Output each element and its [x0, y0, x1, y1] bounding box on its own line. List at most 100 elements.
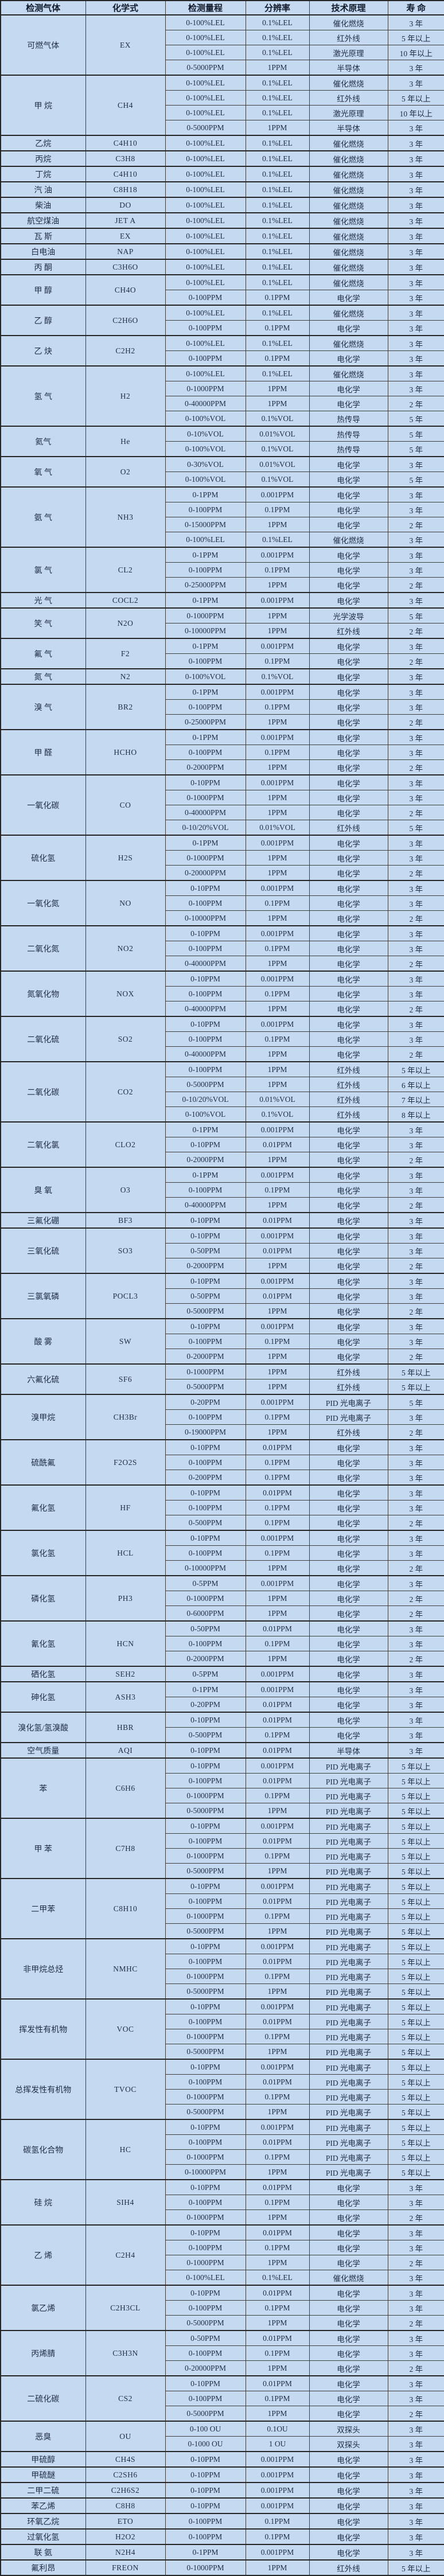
lifespan-cell: 5 年以上	[387, 1848, 444, 1864]
formula-cell: N2H4	[85, 2544, 166, 2561]
lifespan-cell: 5 年以上	[387, 1788, 444, 1803]
table-row: 过氧化氢 H2O2 0-100PPM 0.1PPM 电化学 3 年	[0, 2528, 444, 2545]
table-row: 0-1000PPM 1PPM 电化学 3 年	[1, 850, 444, 866]
table-row: 氧 气 O2 0-30%VOL 0.01%VOL 电化学 3 年	[0, 456, 444, 488]
resolution-cell: 1PPM	[245, 396, 310, 411]
lifespan-cell: 5 年以上	[387, 1998, 444, 2014]
table-row: 氯 气 CL2 0-1PPM 0.001PPM 电化学 3 年	[0, 547, 444, 593]
technology-cell: 电化学	[309, 562, 388, 578]
technology-cell: 催化燃烧	[309, 335, 388, 351]
formula-cell: BF3	[85, 1212, 166, 1229]
lifespan-cell: 3 年	[387, 365, 444, 381]
range-cell: 0-10PPM	[165, 774, 246, 790]
technology-cell: 半导体	[309, 1742, 388, 1759]
resolution-cell: 0.01PPM	[245, 1620, 310, 1636]
range-cell: 0-100%LEL	[165, 259, 246, 275]
range-cell: 0-40000PPM	[165, 1046, 246, 1062]
formula-cell: SIH4	[85, 2179, 166, 2226]
resolution-cell: 0.001PPM	[245, 2119, 310, 2135]
lifespan-cell: 3 年	[387, 2482, 444, 2499]
range-cell: 0-1000 OU	[165, 2436, 246, 2452]
table-row: 0-40000PPM 1PPM 电化学 2 年	[1, 1197, 444, 1213]
col-header-resolution: 分辨率	[245, 0, 310, 15]
table-row: 甲 烷 CH4 0-100%LEL 0.1%LEL 催化燃烧 3 年	[0, 75, 444, 136]
range-cell: 0-50PPM	[165, 1243, 246, 1258]
table-row: 联 氨 N2H4 0-1PPM 0.001PPM 电化学 3 年	[0, 2544, 444, 2561]
technology-cell: 催化燃烧	[309, 259, 388, 275]
table-row: 白电油 NAP 0-100%LEL 0.1%LEL 催化燃烧 3 年	[0, 243, 444, 260]
technology-cell: 半导体	[309, 120, 388, 136]
gas-cell: 氰化氢	[0, 1620, 86, 1667]
range-cell: 0-100PPM	[165, 290, 246, 306]
gas-cell: 二甲二硫	[0, 2482, 86, 2499]
lifespan-cell: 2 年	[387, 1424, 444, 1440]
resolution-cell: 0.001PPM	[245, 1227, 310, 1244]
technology-cell: 电化学	[309, 2224, 388, 2240]
range-cell: 0-100PPM	[165, 2300, 246, 2316]
table-row: 溴化氢/氢溴酸 HBR 0-10PPM 0.01PPM 电化学 3 年	[0, 1712, 444, 1743]
resolution-cell: 0.001PPM	[245, 486, 310, 502]
technology-cell: 电化学	[309, 895, 388, 911]
lifespan-cell: 2 年	[387, 1303, 444, 1319]
lifespan-cell: 3 年	[387, 60, 444, 76]
range-cell: 0-100PPM	[165, 1182, 246, 1198]
resolution-cell: 0.1PPM	[245, 1908, 310, 1924]
table-row: 光 气 COCL2 0-1PPM 0.001PPM 电化学 3 年	[0, 592, 444, 609]
technology-cell: 电化学	[309, 1560, 388, 1576]
gas-cell: 苯	[0, 1757, 86, 1819]
range-cell: 0-100PPM	[165, 1409, 246, 1425]
table-row: 0-100PPM 0.1PPM 电化学 3 年	[1, 2240, 444, 2255]
range-cell: 0-10PPM	[165, 1318, 246, 1334]
technology-cell: 电化学	[309, 1137, 388, 1152]
resolution-cell: 0.1%LEL	[245, 150, 310, 167]
lifespan-cell: 3 年	[387, 486, 444, 502]
resolution-cell: 1 OU	[245, 2436, 310, 2452]
technology-cell: 红外线	[309, 623, 388, 639]
table-row: 溴 气 BR2 0-1PPM 0.001PPM 电化学 3 年	[0, 684, 444, 730]
gas-cell: 氮氧化物	[0, 971, 86, 1017]
lifespan-cell: 3 年	[387, 2513, 444, 2530]
range-cell: 0-10PPM	[165, 1757, 246, 1774]
lifespan-cell: 3 年	[387, 1212, 444, 1229]
table-row: 0-100PPM 0.1PPM 电化学 3 年	[1, 1031, 444, 1047]
resolution-cell: 1PPM	[245, 60, 310, 76]
table-row: 二硫化碳 CS2 0-10PPM 0.01PPM 电化学 3 年	[0, 2375, 444, 2422]
technology-cell: 电化学	[309, 320, 388, 336]
table-row: 环氧乙烷 ETO 0-100PPM 0.1PPM 电化学 3 年	[0, 2513, 444, 2530]
resolution-cell: 0.01PPM	[245, 2224, 310, 2240]
technology-cell: 光学波导	[309, 607, 388, 623]
range-cell: 0-10PPM	[165, 1712, 246, 1728]
formula-cell: C4H10	[85, 166, 166, 182]
gas-cell: 氟化氢	[0, 1484, 86, 1531]
resolution-cell: 0.001PPM	[245, 1938, 310, 1954]
lifespan-cell: 2 年	[387, 1591, 444, 1606]
range-cell: 0-10PPM	[165, 1878, 246, 1894]
table-row: 0-100%LEL 0.1%LEL 红外线 5 年以上	[1, 90, 444, 106]
resolution-cell: 0.01%VOL	[245, 820, 310, 836]
lifespan-cell: 3 年	[387, 880, 444, 896]
gas-cell: 甲 醇	[0, 274, 86, 306]
range-cell: 0-100%LEL	[165, 75, 246, 91]
range-cell: 0-1000PPM	[165, 1848, 246, 1864]
range-cell: 0-10PPM	[165, 2119, 246, 2135]
formula-cell: SEH2	[85, 1666, 166, 1682]
formula-cell: NOX	[85, 971, 166, 1017]
table-row: 0-100PPM 0.1PPM 电化学 3 年	[1, 745, 444, 760]
resolution-cell: 0.1%LEL	[245, 75, 310, 91]
range-cell: 0-10PPM	[165, 1818, 246, 1834]
lifespan-cell: 3 年	[387, 895, 444, 911]
resolution-cell: 0.001PPM	[245, 1666, 310, 1682]
table-row: 0-5000PPM 1PPM 电化学 2 年	[1, 2315, 444, 2331]
technology-cell: 电化学	[309, 1591, 388, 1606]
range-cell: 0-100PPM	[165, 1031, 246, 1047]
technology-cell: PID 光电离子	[309, 1757, 388, 1774]
formula-cell: SW	[85, 1318, 166, 1365]
lifespan-cell: 7 年以上	[387, 1092, 444, 1107]
table-row: 0-1000PPM 0.1PPM PID 光电离子 5 年以上	[1, 2089, 444, 2105]
resolution-cell: 0.01PPM	[245, 1712, 310, 1728]
resolution-cell: 1PPM	[245, 1077, 310, 1092]
range-cell: 0-10/20%VOL	[165, 820, 246, 836]
technology-cell: 双探头	[309, 2436, 388, 2452]
lifespan-cell: 5 年以上	[387, 2164, 444, 2180]
